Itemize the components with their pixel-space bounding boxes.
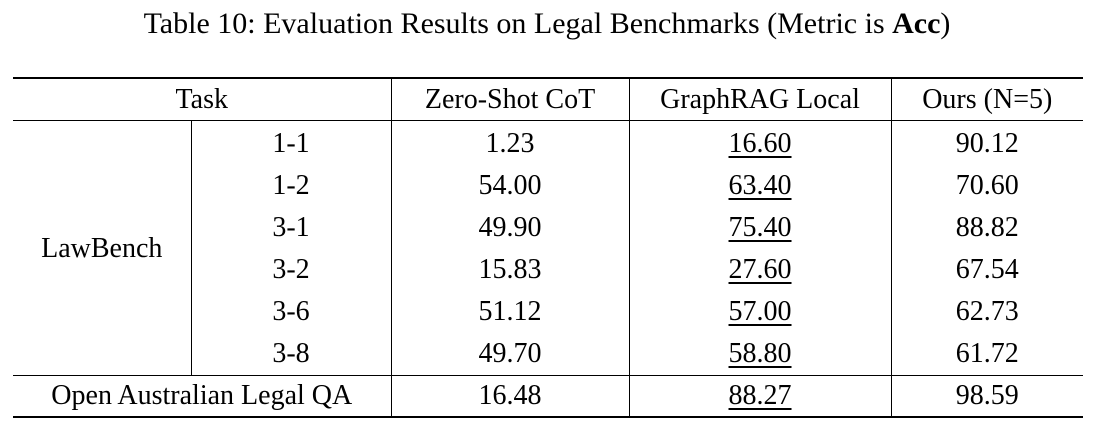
zero-shot-cell: 16.48	[391, 375, 630, 418]
table-row: 3-8 49.70 58.80 61.72	[13, 333, 1083, 376]
graphrag-cell: 16.60	[629, 120, 892, 165]
ours-cell: 70.60	[955, 170, 1019, 201]
ours-cell: 61.72	[955, 338, 1019, 369]
zero-shot-cell: 49.90	[391, 207, 630, 249]
graphrag-value: 16.60	[728, 128, 792, 159]
graphrag-value: 27.60	[728, 254, 792, 285]
graphrag-cell: 75.40	[629, 207, 892, 249]
task-cell: 3-8	[191, 333, 392, 376]
ours-cell: 88.82	[955, 212, 1019, 243]
caption-metric: Acc	[892, 7, 941, 40]
ours-cell: 67.54	[955, 254, 1019, 285]
zero-shot-cell: 51.12	[391, 291, 630, 333]
graphrag-cell: 88.27	[629, 375, 892, 418]
lawbench-label: LawBench	[13, 120, 192, 376]
open-australian-label: Open Australian Legal QA	[13, 375, 392, 418]
table-caption: Table 10: Evaluation Results on Legal Be…	[0, 4, 1094, 44]
task-cell: 3-2	[191, 249, 392, 291]
header-ours: Ours (N=5)	[891, 77, 1084, 121]
table-row: Open Australian Legal QA 16.48 88.27 98.…	[13, 375, 1084, 418]
table-row: 3-2 15.83 27.60 67.54	[13, 249, 1083, 291]
caption-suffix: )	[940, 7, 951, 40]
zero-shot-cell: 15.83	[391, 249, 630, 291]
task-cell: 1-2	[191, 165, 392, 207]
table-row: 3-6 51.12 57.00 62.73	[13, 291, 1083, 333]
graphrag-value: 58.80	[728, 338, 792, 369]
table-row: 1-2 54.00 63.40 70.60	[13, 165, 1083, 207]
header-zero-shot: Zero-Shot CoT	[391, 77, 630, 121]
zero-shot-cell: 1.23	[391, 120, 630, 165]
header-row: Task Zero-Shot CoT GraphRAG Local Ours (…	[13, 77, 1084, 121]
table-row: 3-1 49.90 75.40 88.82	[13, 207, 1083, 249]
graphrag-cell: 58.80	[629, 333, 892, 376]
ours-cell: 62.73	[955, 296, 1019, 327]
graphrag-cell: 27.60	[629, 249, 892, 291]
table-row: LawBench 1-1 1.23 16.60 90.12	[13, 120, 1083, 376]
task-cell: 1-1	[191, 120, 392, 165]
graphrag-value: 63.40	[728, 170, 792, 201]
ours-cell: 90.12	[955, 128, 1019, 159]
task-cell: 3-1	[191, 207, 392, 249]
graphrag-cell: 57.00	[629, 291, 892, 333]
graphrag-value: 57.00	[728, 296, 792, 327]
zero-shot-cell: 54.00	[391, 165, 630, 207]
results-table: Task Zero-Shot CoT GraphRAG Local Ours (…	[13, 77, 1084, 418]
graphrag-cell: 63.40	[629, 165, 892, 207]
graphrag-value: 75.40	[728, 212, 792, 243]
header-graphrag: GraphRAG Local	[629, 77, 892, 121]
header-task: Task	[13, 77, 392, 121]
ours-cell: 98.59	[891, 375, 1084, 418]
caption-prefix: Table 10: Evaluation Results on Legal Be…	[143, 7, 893, 40]
zero-shot-cell: 49.70	[391, 333, 630, 376]
graphrag-value: 88.27	[728, 380, 792, 411]
task-cell: 3-6	[191, 291, 392, 333]
